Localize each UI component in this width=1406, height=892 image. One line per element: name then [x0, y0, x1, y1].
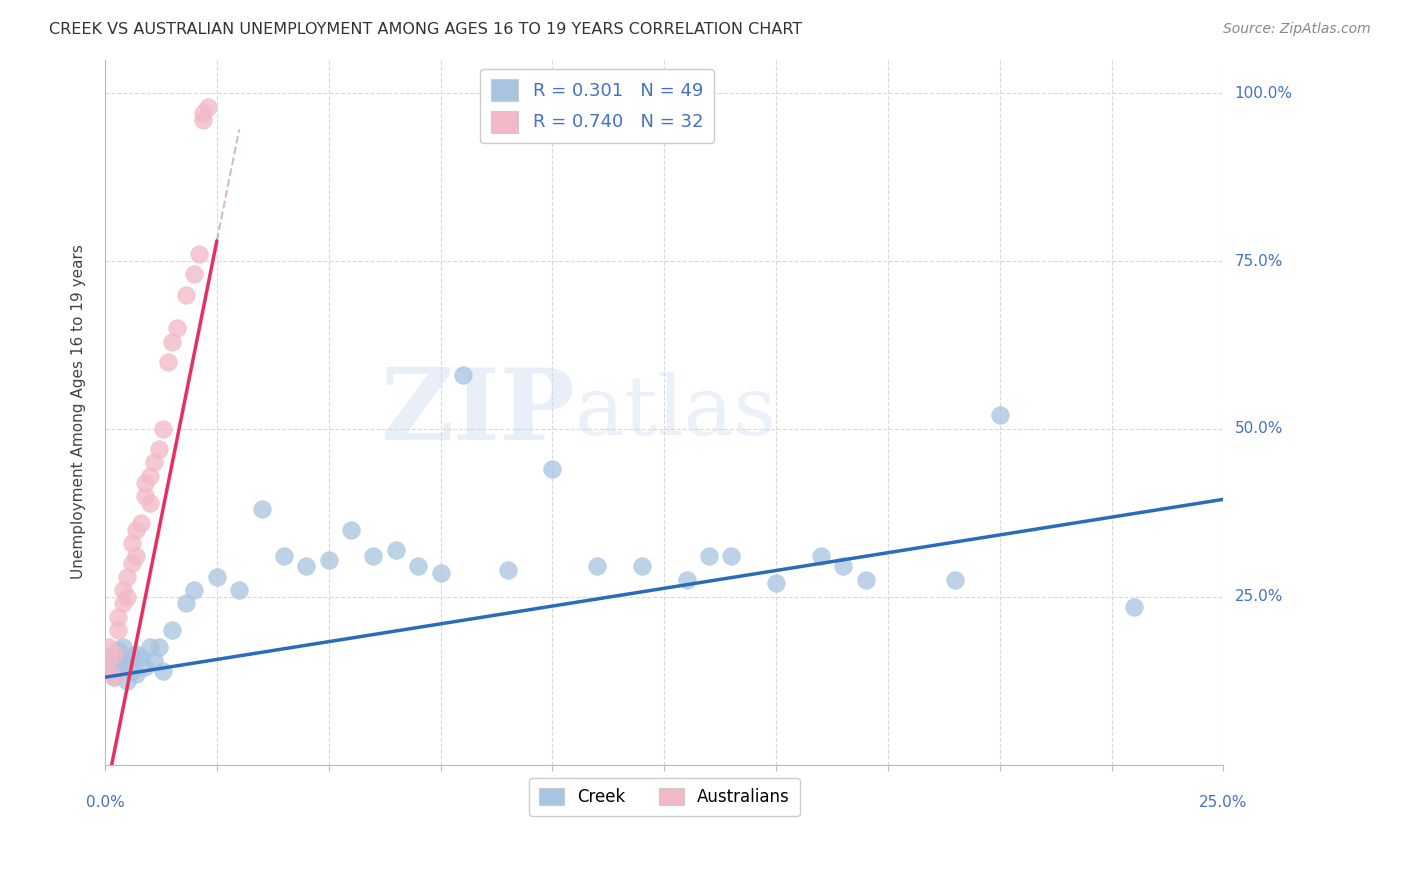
- Point: [111, 582, 134, 597]
- Point: [363, 549, 385, 564]
- Point: [117, 569, 139, 583]
- Point: [134, 489, 156, 503]
- Point: [138, 468, 160, 483]
- Point: [103, 670, 125, 684]
- Point: [250, 502, 273, 516]
- Point: [174, 287, 197, 301]
- Point: [134, 660, 156, 674]
- Point: [111, 640, 134, 654]
- Point: [1123, 599, 1146, 614]
- Point: [134, 475, 156, 490]
- Point: [121, 650, 143, 665]
- Point: [107, 657, 129, 671]
- Point: [631, 559, 654, 574]
- Point: [121, 664, 143, 678]
- Point: [720, 549, 742, 564]
- Text: 100.0%: 100.0%: [1234, 86, 1292, 101]
- Point: [103, 647, 125, 661]
- Point: [129, 650, 152, 665]
- Point: [810, 549, 832, 564]
- Legend: Creek, Australians: Creek, Australians: [529, 778, 800, 816]
- Point: [855, 573, 877, 587]
- Text: 50.0%: 50.0%: [1234, 421, 1282, 436]
- Point: [148, 640, 170, 654]
- Point: [98, 660, 121, 674]
- Text: ZIP: ZIP: [380, 364, 575, 460]
- Point: [143, 653, 166, 667]
- Point: [117, 590, 139, 604]
- Point: [152, 422, 174, 436]
- Point: [318, 553, 340, 567]
- Point: [125, 549, 148, 564]
- Point: [125, 666, 148, 681]
- Text: 25.0%: 25.0%: [1199, 795, 1247, 810]
- Point: [541, 462, 564, 476]
- Point: [111, 653, 134, 667]
- Point: [174, 596, 197, 610]
- Text: 75.0%: 75.0%: [1234, 253, 1282, 268]
- Point: [94, 653, 117, 667]
- Point: [148, 442, 170, 456]
- Point: [107, 643, 129, 657]
- Point: [183, 582, 205, 597]
- Point: [129, 516, 152, 530]
- Point: [103, 650, 125, 665]
- Point: [228, 582, 250, 597]
- Y-axis label: Unemployment Among Ages 16 to 19 years: Unemployment Among Ages 16 to 19 years: [72, 244, 86, 580]
- Point: [98, 640, 121, 654]
- Point: [94, 664, 117, 678]
- Text: CREEK VS AUSTRALIAN UNEMPLOYMENT AMONG AGES 16 TO 19 YEARS CORRELATION CHART: CREEK VS AUSTRALIAN UNEMPLOYMENT AMONG A…: [49, 22, 803, 37]
- Text: Source: ZipAtlas.com: Source: ZipAtlas.com: [1223, 22, 1371, 37]
- Point: [166, 321, 188, 335]
- Point: [765, 576, 787, 591]
- Point: [832, 559, 855, 574]
- Point: [340, 523, 363, 537]
- Text: 25.0%: 25.0%: [1234, 590, 1282, 604]
- Point: [125, 523, 148, 537]
- Point: [107, 624, 129, 638]
- Point: [205, 569, 228, 583]
- Point: [273, 549, 295, 564]
- Point: [152, 664, 174, 678]
- Point: [197, 100, 219, 114]
- Point: [138, 640, 160, 654]
- Point: [160, 624, 183, 638]
- Point: [98, 653, 121, 667]
- Point: [107, 609, 129, 624]
- Point: [429, 566, 451, 581]
- Point: [675, 573, 697, 587]
- Point: [160, 334, 183, 349]
- Point: [121, 556, 143, 570]
- Point: [121, 536, 143, 550]
- Point: [111, 596, 134, 610]
- Point: [496, 563, 519, 577]
- Point: [138, 496, 160, 510]
- Text: atlas: atlas: [575, 372, 778, 452]
- Point: [187, 247, 209, 261]
- Point: [943, 573, 966, 587]
- Point: [988, 409, 1011, 423]
- Point: [406, 559, 429, 574]
- Point: [117, 673, 139, 688]
- Point: [117, 657, 139, 671]
- Point: [451, 368, 474, 383]
- Point: [385, 542, 408, 557]
- Point: [193, 106, 215, 120]
- Point: [183, 268, 205, 282]
- Point: [193, 113, 215, 128]
- Text: 0.0%: 0.0%: [86, 795, 124, 810]
- Point: [586, 559, 609, 574]
- Point: [103, 670, 125, 684]
- Point: [697, 549, 720, 564]
- Point: [156, 354, 179, 368]
- Point: [125, 647, 148, 661]
- Point: [143, 455, 166, 469]
- Point: [295, 559, 318, 574]
